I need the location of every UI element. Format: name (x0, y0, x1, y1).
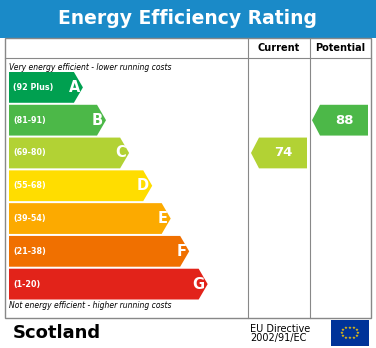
Text: ★: ★ (341, 334, 345, 338)
Text: ★: ★ (352, 336, 356, 340)
Text: 2002/91/EC: 2002/91/EC (250, 333, 306, 343)
Polygon shape (9, 72, 83, 103)
Polygon shape (9, 269, 208, 300)
Polygon shape (9, 236, 189, 267)
Text: (21-38): (21-38) (13, 247, 46, 256)
Text: ★: ★ (348, 325, 352, 330)
Text: (1-20): (1-20) (13, 279, 40, 288)
Bar (5, 38, 371, 318)
Text: ★: ★ (348, 337, 352, 340)
Text: 88: 88 (335, 114, 353, 127)
Bar (0, 0, 376, 38)
Text: ★: ★ (355, 334, 359, 338)
Polygon shape (9, 105, 106, 136)
Text: B: B (92, 113, 103, 128)
Text: Current: Current (258, 43, 300, 53)
Text: ★: ★ (355, 328, 359, 332)
Text: (39-54): (39-54) (13, 214, 45, 223)
Text: ★: ★ (340, 331, 344, 335)
Text: ★: ★ (356, 331, 360, 335)
Text: Not energy efficient - higher running costs: Not energy efficient - higher running co… (9, 301, 171, 310)
Polygon shape (9, 137, 129, 168)
Polygon shape (9, 171, 152, 201)
Polygon shape (312, 105, 368, 136)
Text: ★: ★ (344, 326, 348, 330)
Text: ★: ★ (341, 328, 345, 332)
Bar (331, 320, 369, 346)
Text: Very energy efficient - lower running costs: Very energy efficient - lower running co… (9, 63, 171, 71)
Text: (55-68): (55-68) (13, 181, 46, 190)
Text: ★: ★ (352, 326, 356, 330)
Text: G: G (193, 277, 205, 292)
Text: (81-91): (81-91) (13, 116, 46, 125)
Text: Energy Efficiency Rating: Energy Efficiency Rating (59, 9, 317, 29)
Polygon shape (251, 137, 307, 168)
Text: Potential: Potential (315, 43, 365, 53)
Text: (92 Plus): (92 Plus) (13, 83, 53, 92)
Text: A: A (68, 80, 80, 95)
Text: F: F (176, 244, 186, 259)
Polygon shape (9, 203, 171, 234)
Text: E: E (158, 211, 168, 226)
Text: D: D (137, 178, 149, 193)
Text: C: C (115, 145, 126, 160)
Text: 74: 74 (274, 147, 292, 159)
Text: ★: ★ (344, 336, 348, 340)
Text: EU Directive: EU Directive (250, 324, 310, 334)
Text: (69-80): (69-80) (13, 149, 46, 157)
Text: Scotland: Scotland (13, 324, 101, 342)
